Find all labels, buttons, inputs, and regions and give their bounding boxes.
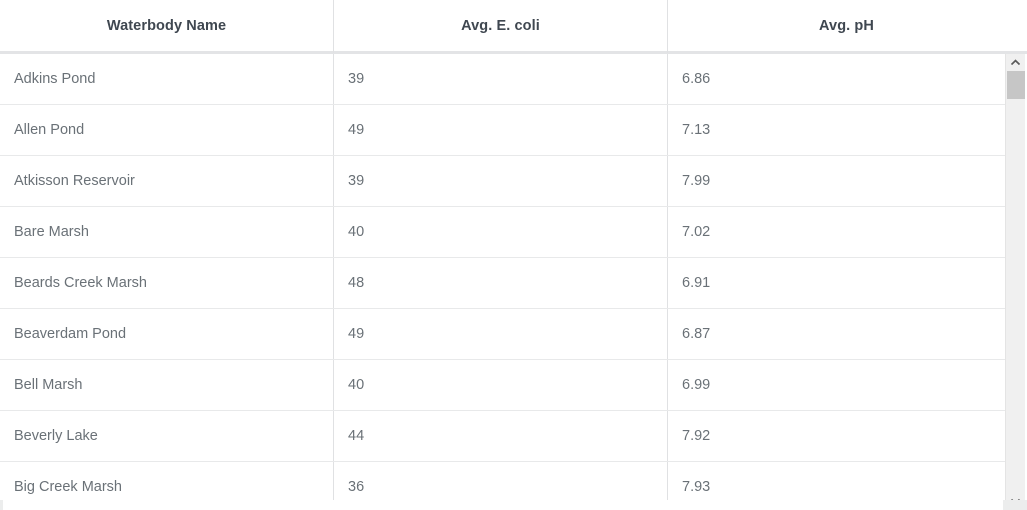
cell-value: Big Creek Marsh [14,479,122,495]
cell-value: Atkisson Reservoir [14,173,135,189]
cell-name: Bell Marsh [0,360,334,410]
cell-ecoli: 40 [334,207,668,257]
cell-value: 44 [348,428,365,444]
cell-value: 6.87 [682,326,711,342]
table-body: Adkins Pond 39 6.86 Allen Pond 49 7.13 Atkisso… [0,54,1005,510]
cell-value: 7.02 [682,224,711,240]
cell-value: 36 [348,479,365,495]
cell-ecoli: 49 [334,309,668,359]
cell-value: 6.86 [682,71,711,87]
table-row[interactable]: Allen Pond 49 7.13 [0,105,1005,156]
cell-value: 6.99 [682,377,711,393]
cell-value: Beaverdam Pond [14,326,127,342]
table-row[interactable]: Bell Marsh 40 6.99 [0,360,1005,411]
cell-ecoli: 39 [334,156,668,206]
cell-ph: 7.92 [668,411,1005,461]
chevron-up-icon [1011,59,1020,66]
cell-value: 7.93 [682,479,711,495]
cell-ecoli: 39 [334,54,668,104]
cell-value: Bell Marsh [14,377,83,393]
cell-value: 40 [348,224,365,240]
scroll-up-button[interactable] [1006,54,1025,71]
table-row[interactable]: Atkisson Reservoir 39 7.99 [0,156,1005,207]
cell-value: 40 [348,377,365,393]
cell-name: Adkins Pond [0,54,334,104]
cell-ph: 6.99 [668,360,1005,410]
cell-ecoli: 49 [334,105,668,155]
cell-name: Beverly Lake [0,411,334,461]
scrollbar-thumb[interactable] [1007,71,1025,99]
cell-value: Bare Marsh [14,224,89,240]
table-row[interactable]: Beaverdam Pond 49 6.87 [0,309,1005,360]
cell-value: 39 [348,173,365,189]
cell-value: 6.91 [682,275,711,291]
cell-value: 49 [348,122,365,138]
cell-ph: 6.91 [668,258,1005,308]
cell-ecoli: 36 [334,462,668,510]
table-row[interactable]: Beards Creek Marsh 48 6.91 [0,258,1005,309]
table-row[interactable]: Beverly Lake 44 7.92 [0,411,1005,462]
column-header-avg-e-coli[interactable]: Avg. E. coli [334,0,668,53]
cell-ph: 7.02 [668,207,1005,257]
cell-ph: 7.99 [668,156,1005,206]
cell-value: 48 [348,275,365,291]
column-header-label: Avg. E. coli [461,17,540,34]
column-header-label: Waterbody Name [106,17,227,34]
cell-name: Beaverdam Pond [0,309,334,359]
column-header-label: Avg. pH [819,17,874,34]
cell-ph: 6.86 [668,54,1005,104]
table-header-row: Waterbody Name Avg. E. coli Avg. pH [0,0,1027,54]
cell-name: Beards Creek Marsh [0,258,334,308]
cell-value: Allen Pond [14,122,85,138]
cell-value: 7.92 [682,428,711,444]
cell-value: 7.99 [682,173,711,189]
vertical-scrollbar[interactable] [1005,54,1025,510]
cell-ph: 7.93 [668,462,1005,510]
cell-ecoli: 44 [334,411,668,461]
column-header-avg-ph[interactable]: Avg. pH [668,0,1025,53]
table-row[interactable]: Bare Marsh 40 7.02 [0,207,1005,258]
table-bottom-strip [0,500,1027,510]
cell-ecoli: 40 [334,360,668,410]
cell-name: Big Creek Marsh [0,462,334,510]
cell-value: Beards Creek Marsh [14,275,147,291]
cell-ph: 7.13 [668,105,1005,155]
cell-value: Adkins Pond [14,71,96,87]
cell-ecoli: 48 [334,258,668,308]
cell-value: 39 [348,71,365,87]
column-header-waterbody-name[interactable]: Waterbody Name [0,0,334,53]
table-bottom-strip-inner [3,500,1003,510]
cell-name: Bare Marsh [0,207,334,257]
cell-name: Allen Pond [0,105,334,155]
cell-value: 49 [348,326,365,342]
cell-name: Atkisson Reservoir [0,156,334,206]
cell-value: 7.13 [682,122,711,138]
table-row[interactable]: Adkins Pond 39 6.86 [0,54,1005,105]
scrollbar-track[interactable] [1006,71,1025,493]
cell-value: Beverly Lake [14,428,98,444]
table-body-viewport: Adkins Pond 39 6.86 Allen Pond 49 7.13 Atkisso… [0,54,1027,510]
cell-ph: 6.87 [668,309,1005,359]
